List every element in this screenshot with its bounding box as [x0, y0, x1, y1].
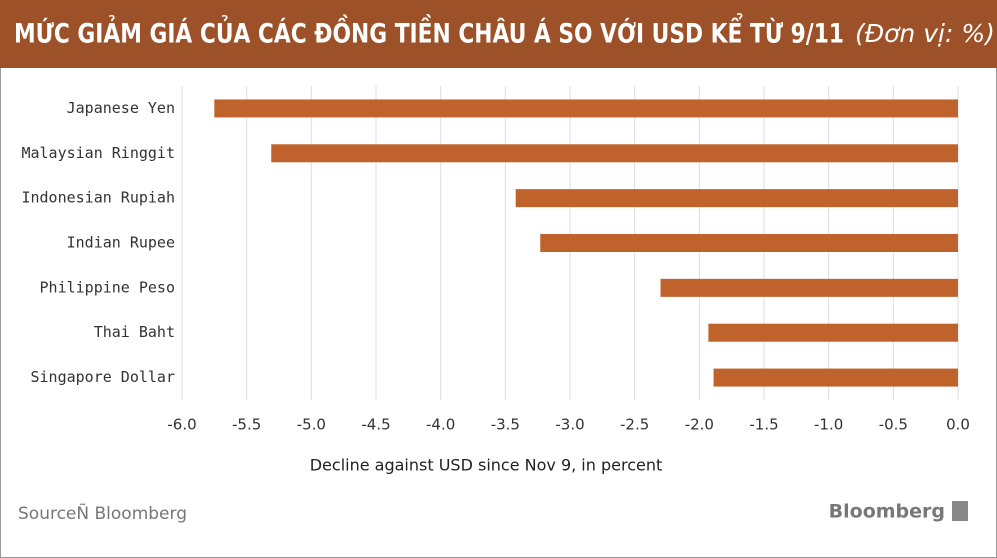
bar [214, 99, 959, 118]
y-tick-label: Singapore Dollar [31, 368, 176, 386]
y-tick-label: Japanese Yen [67, 99, 175, 117]
x-tick-label: -1.0 [814, 416, 843, 434]
title-banner [0, 0, 997, 68]
x-tick-label: 0.0 [946, 416, 970, 434]
plot: -6.0 -5.5 -5.0 -4.5 -4.0 -3.5 -3.0 -2.5 -2.0 -1.5… [21, 86, 970, 434]
bar [515, 189, 958, 208]
x-tick-label: -0.5 [879, 416, 908, 434]
chart-title: MỨC GIẢM GIÁ CỦA CÁC ĐỒNG TIỀN CHÂU Á SO… [14, 13, 844, 50]
x-tick-label: -4.0 [426, 416, 455, 434]
bar [708, 323, 958, 342]
x-tick-label: -3.0 [555, 416, 584, 434]
y-tick-label: Thai Baht [94, 323, 175, 341]
source: SourceÑ Bloomberg [18, 502, 187, 524]
bar [713, 368, 958, 387]
x-tick-label: -3.5 [491, 416, 520, 434]
logo-icon [952, 501, 968, 521]
bar [660, 278, 958, 297]
x-tick-label: -5.5 [232, 416, 261, 434]
bar [271, 144, 958, 163]
x-tick-label: -6.0 [167, 416, 196, 434]
y-tick-label: Philippine Peso [40, 278, 175, 296]
bar [540, 234, 958, 252]
x-tick-label: -2.0 [685, 416, 714, 434]
y-tick-label: Indian Rupee [67, 234, 175, 252]
x-tick-label: -1.5 [749, 416, 778, 434]
chart-subtitle: (Đơn vị: %) [855, 19, 995, 48]
x-axis-label: Decline against USD since Nov 9, in perc… [310, 456, 663, 475]
x-tick-label: -4.5 [361, 416, 390, 434]
y-tick-label: Malaysian Ringgit [21, 144, 175, 162]
x-tick-label: -5.0 [297, 416, 326, 434]
x-tick-label: -2.5 [620, 416, 649, 434]
logo: Bloomberg [829, 501, 945, 523]
y-tick-label: Indonesian Rupiah [21, 189, 175, 207]
